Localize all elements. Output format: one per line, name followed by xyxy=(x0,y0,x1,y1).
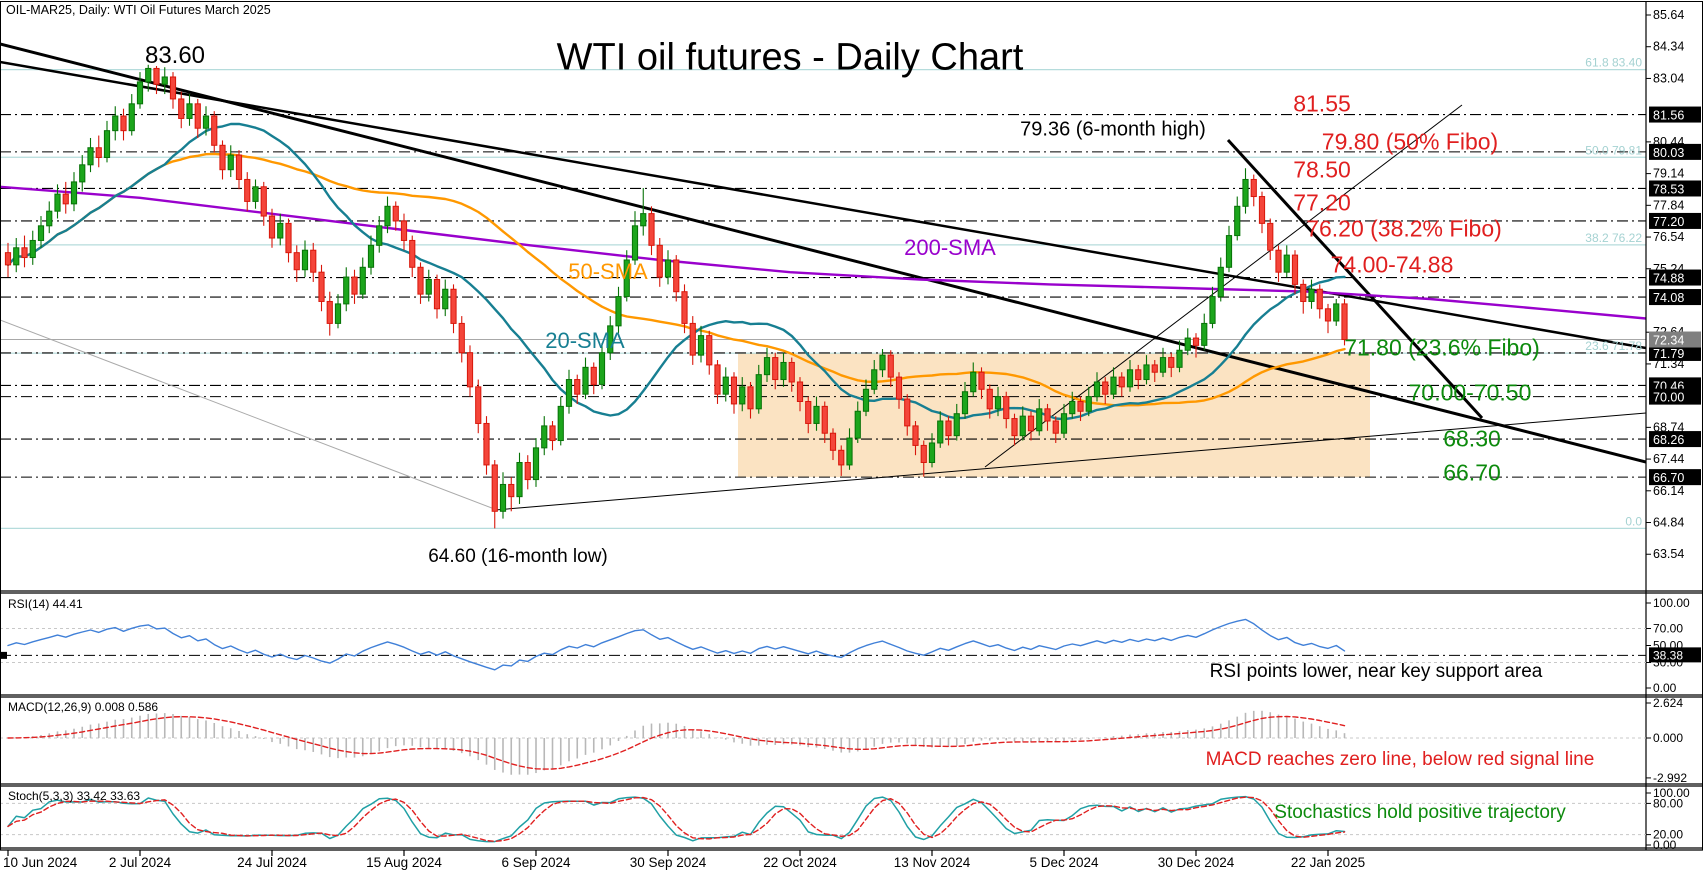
svg-text:81.56: 81.56 xyxy=(1653,109,1684,123)
svg-text:20.00: 20.00 xyxy=(1653,828,1683,842)
svg-text:0.0: 0.0 xyxy=(1625,514,1642,528)
svg-text:63.54: 63.54 xyxy=(1653,547,1684,561)
annotation: 71.80 (23.6% Fibo) xyxy=(1344,334,1540,361)
svg-text:79.14: 79.14 xyxy=(1653,167,1684,181)
svg-text:2.624: 2.624 xyxy=(1653,696,1683,710)
svg-text:6 Sep 2024: 6 Sep 2024 xyxy=(501,855,571,870)
annotation: RSI points lower, near key support area xyxy=(1209,661,1543,682)
svg-text:24 Jul 2024: 24 Jul 2024 xyxy=(237,855,307,870)
svg-text:72.34: 72.34 xyxy=(1653,334,1684,348)
annotation: 76.20 (38.2% Fibo) xyxy=(1306,215,1502,242)
svg-text:64.84: 64.84 xyxy=(1653,516,1684,530)
svg-text:13 Nov 2024: 13 Nov 2024 xyxy=(894,855,971,870)
annotation: 66.70 xyxy=(1443,459,1501,486)
svg-text:67.44: 67.44 xyxy=(1653,452,1684,466)
svg-text:30 Sep 2024: 30 Sep 2024 xyxy=(630,855,707,870)
annotation: 50-SMA xyxy=(568,259,648,284)
svg-text:78.53: 78.53 xyxy=(1653,182,1684,196)
annotation: MACD reaches zero line, below red signal… xyxy=(1205,749,1595,770)
svg-text:-2.992: -2.992 xyxy=(1653,771,1687,785)
annotation: 79.36 (6-month high) xyxy=(1020,118,1206,141)
svg-text:100.00: 100.00 xyxy=(1653,596,1690,610)
svg-text:70.00: 70.00 xyxy=(1653,622,1683,636)
svg-text:5 Dec 2024: 5 Dec 2024 xyxy=(1029,855,1099,870)
svg-text:83.04: 83.04 xyxy=(1653,71,1684,85)
svg-text:85.64: 85.64 xyxy=(1653,8,1684,22)
rsi-readout: RSI(14) 44.41 xyxy=(8,597,83,611)
svg-text:66.70: 66.70 xyxy=(1653,471,1684,485)
svg-text:23.6 71.78: 23.6 71.78 xyxy=(1585,339,1642,353)
svg-text:22 Oct 2024: 22 Oct 2024 xyxy=(763,855,837,870)
svg-text:71.79: 71.79 xyxy=(1653,347,1684,361)
svg-text:66.14: 66.14 xyxy=(1653,484,1684,498)
svg-text:84.34: 84.34 xyxy=(1653,40,1684,54)
svg-text:100.00: 100.00 xyxy=(1653,786,1690,800)
page-title: WTI oil futures - Daily Chart xyxy=(556,36,1024,79)
annotation: 77.20 xyxy=(1293,189,1351,216)
svg-text:38.2 76.22: 38.2 76.22 xyxy=(1585,231,1642,245)
svg-text:10 Jun 2024: 10 Jun 2024 xyxy=(3,855,78,870)
svg-text:2 Jul 2024: 2 Jul 2024 xyxy=(109,855,172,870)
svg-text:77.84: 77.84 xyxy=(1653,198,1684,212)
svg-text:74.08: 74.08 xyxy=(1653,291,1684,305)
annotation: 200-SMA xyxy=(904,235,996,260)
annotation: 70.00-70.50 xyxy=(1408,379,1532,406)
svg-text:68.74: 68.74 xyxy=(1653,420,1684,434)
svg-text:68.26: 68.26 xyxy=(1653,433,1684,447)
annotation: 68.30 xyxy=(1443,425,1501,452)
annotation: 64.60 (16-month low) xyxy=(428,546,608,567)
svg-text:80.03: 80.03 xyxy=(1653,146,1684,160)
svg-text:74.88: 74.88 xyxy=(1653,272,1684,286)
svg-text:0.00: 0.00 xyxy=(1653,681,1677,695)
svg-text:22 Jan 2025: 22 Jan 2025 xyxy=(1291,855,1365,870)
svg-text:15 Aug 2024: 15 Aug 2024 xyxy=(366,855,442,870)
svg-text:76.54: 76.54 xyxy=(1653,230,1684,244)
svg-text:61.8 83.40: 61.8 83.40 xyxy=(1585,56,1642,70)
svg-text:0.000: 0.000 xyxy=(1653,731,1683,745)
svg-text:38.38: 38.38 xyxy=(1653,648,1683,662)
symbol-label: OIL-MAR25, Daily: WTI Oil Futures March … xyxy=(6,3,271,17)
annotation: Stochastics hold positive trajectory xyxy=(1274,802,1566,823)
annotation: 74.00-74.88 xyxy=(1330,251,1454,278)
svg-text:77.20: 77.20 xyxy=(1653,215,1684,229)
svg-text:30 Dec 2024: 30 Dec 2024 xyxy=(1158,855,1235,870)
annotation: 78.50 xyxy=(1293,156,1351,183)
svg-text:80.00: 80.00 xyxy=(1653,796,1683,810)
macd-readout: MACD(12,26,9) 0.008 0.586 xyxy=(8,700,159,714)
svg-text:70.00: 70.00 xyxy=(1653,391,1684,405)
svg-text:50.0 79.81: 50.0 79.81 xyxy=(1585,143,1642,157)
annotation: 79.80 (50% Fibo) xyxy=(1321,128,1499,155)
annotation: 20-SMA xyxy=(545,328,625,353)
annotation: 81.55 xyxy=(1293,90,1351,117)
annotation: 83.60 xyxy=(144,42,206,69)
stoch-readout: Stoch(5,3,3) 33.42 33.63 xyxy=(8,789,141,803)
